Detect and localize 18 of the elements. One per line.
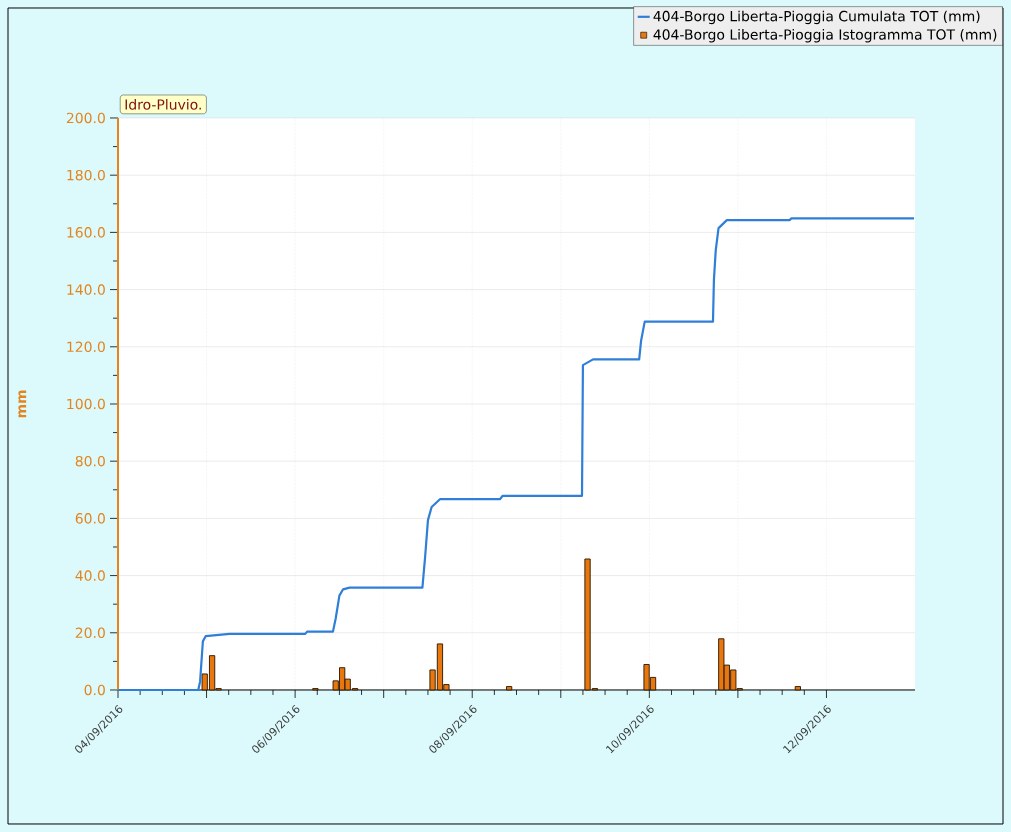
y-tick-label: 0.0	[84, 684, 105, 696]
y-tick-label: 160.0	[67, 227, 105, 238]
y-tick-label: 120.0	[67, 341, 105, 353]
bar	[506, 686, 513, 691]
y-tick-label: 100.0	[67, 398, 105, 410]
y-tick-label: 40.0	[75, 570, 105, 581]
y-tick-label: 140.0	[67, 284, 105, 295]
bar	[794, 686, 801, 691]
chart-title: Idro-Pluvio.	[125, 99, 201, 110]
legend-label: 404-Borgo Liberta-Pioggia Istogramma TOT (mm)	[653, 29, 997, 43]
line-series	[116, 217, 916, 692]
legend-label: 404-Borgo Liberta-Pioggia Cumulata TOT (mm)	[653, 10, 980, 25]
y-axis-title: mm	[18, 390, 27, 418]
y-tick-label: 180.0	[67, 169, 105, 181]
y-tick-label: 80.0	[75, 455, 105, 467]
y-tick-label: 60.0	[75, 513, 105, 524]
y-tick-label: 20.0	[75, 627, 105, 639]
y-tick-label: 200.0	[66, 112, 105, 124]
